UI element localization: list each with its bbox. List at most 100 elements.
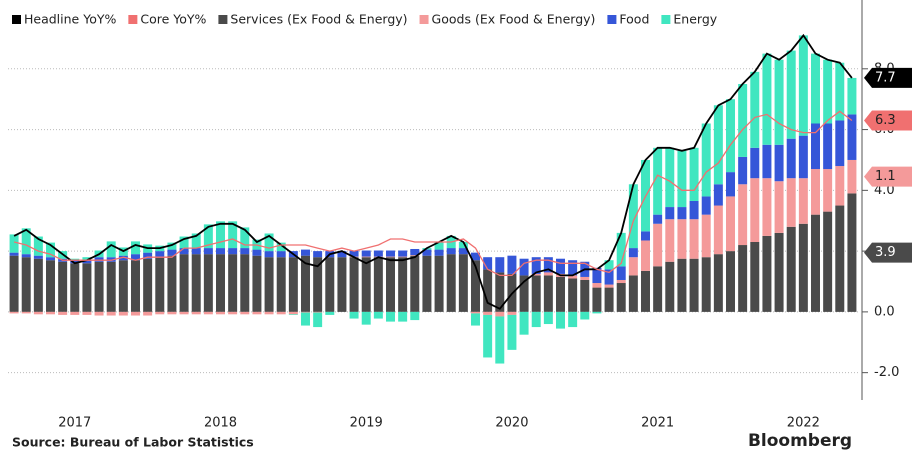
bar — [616, 283, 626, 312]
bar — [337, 257, 347, 312]
bar — [665, 219, 675, 262]
bar — [823, 211, 833, 312]
bar — [216, 311, 225, 315]
bar — [689, 219, 699, 259]
bar — [373, 250, 383, 257]
bar — [604, 260, 614, 270]
bar — [798, 35, 808, 136]
bar — [726, 196, 735, 252]
x-tick-label: 2017 — [58, 416, 91, 431]
bar — [701, 196, 711, 215]
bar — [726, 99, 735, 173]
bar — [118, 311, 128, 316]
bar — [531, 257, 541, 274]
y-tick-label: -2.0 — [874, 365, 899, 380]
bar — [750, 178, 760, 242]
bar — [446, 254, 456, 312]
bar — [288, 257, 298, 312]
bar — [713, 105, 723, 185]
bar — [653, 266, 663, 312]
bar — [665, 147, 675, 208]
bar — [410, 248, 420, 256]
bar — [483, 311, 493, 315]
legend-swatch — [218, 15, 228, 24]
bar — [94, 261, 104, 312]
bar — [701, 214, 711, 258]
bar — [531, 311, 541, 328]
bar — [798, 223, 808, 312]
bar — [82, 257, 92, 261]
bar — [786, 178, 796, 227]
x-tick-label: 2022 — [787, 416, 820, 431]
value-label: 7.7 — [875, 70, 896, 85]
bar — [726, 172, 735, 197]
bar — [738, 245, 748, 312]
bar — [471, 260, 480, 312]
bar — [143, 252, 153, 259]
legend: Headline YoY% Core YoY% Services (Ex Food … — [12, 12, 718, 27]
legend-label: Headline YoY% — [24, 12, 116, 27]
bar — [240, 254, 250, 312]
bar — [349, 250, 359, 257]
bar — [203, 254, 213, 312]
bar — [701, 257, 711, 312]
bar — [519, 258, 529, 276]
bar — [203, 311, 213, 315]
bar — [592, 287, 602, 312]
legend-label: Core YoY% — [140, 12, 206, 27]
bar — [811, 169, 820, 215]
bar — [21, 257, 31, 312]
bar — [471, 313, 480, 326]
bar — [519, 275, 529, 312]
bar — [337, 251, 347, 258]
bar — [422, 255, 432, 312]
bar — [616, 279, 626, 284]
bar — [531, 273, 541, 276]
bar — [507, 255, 517, 274]
bar — [458, 248, 468, 255]
bar — [191, 233, 201, 249]
bar — [33, 255, 43, 259]
bar — [155, 257, 165, 312]
bar — [434, 255, 444, 312]
bar — [835, 120, 845, 167]
bar — [46, 242, 55, 258]
bar — [301, 311, 310, 313]
bar — [847, 193, 857, 312]
bar — [653, 223, 663, 267]
bar — [641, 240, 650, 271]
bar — [677, 219, 687, 259]
bar — [240, 248, 250, 255]
bar — [847, 159, 857, 194]
bar — [835, 166, 845, 206]
bar — [507, 314, 517, 350]
bar — [264, 311, 274, 315]
bar — [386, 257, 395, 312]
bar — [288, 314, 298, 315]
bar — [483, 314, 493, 358]
bar — [398, 250, 408, 257]
bar — [386, 250, 395, 257]
bar — [750, 147, 760, 179]
bar — [167, 255, 177, 312]
bar — [313, 311, 323, 313]
bar — [301, 249, 310, 256]
legend-label: Energy — [673, 12, 717, 27]
bar — [94, 311, 104, 316]
bar — [628, 257, 638, 276]
bar — [106, 241, 116, 258]
bar — [410, 255, 420, 256]
bar — [325, 257, 335, 312]
bar — [689, 258, 699, 312]
bar — [543, 275, 553, 312]
bar — [653, 214, 663, 224]
bar — [738, 156, 748, 185]
lines — [13, 33, 853, 310]
bar — [677, 207, 687, 220]
bar — [568, 311, 578, 328]
bar — [665, 261, 675, 312]
bar — [774, 144, 784, 182]
bar — [774, 181, 784, 233]
bar — [689, 200, 699, 220]
bar — [398, 311, 408, 322]
